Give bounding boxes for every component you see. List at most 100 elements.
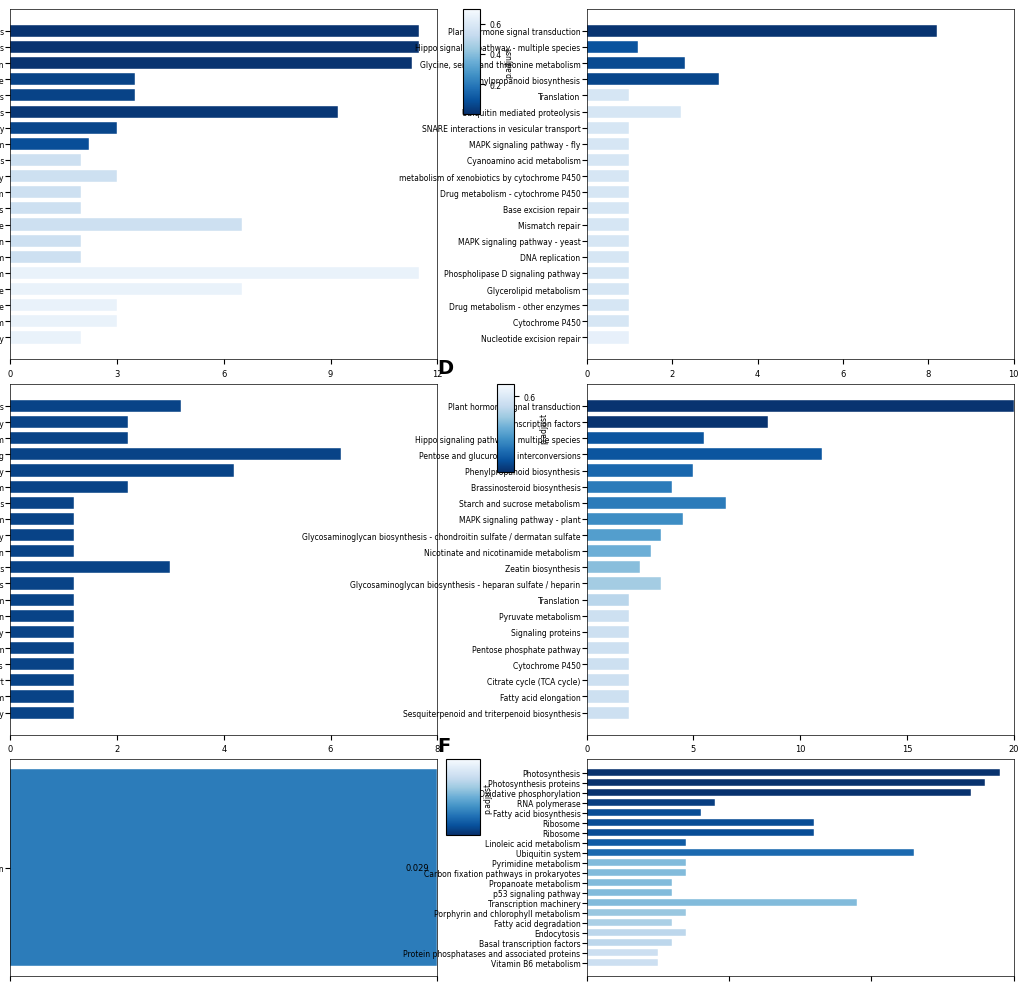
Bar [10, 610, 75, 622]
Bar [10, 91, 135, 103]
Bar [10, 659, 75, 670]
Bar [10, 626, 75, 638]
Bar [10, 316, 117, 328]
X-axis label: 1-MCP 2h vs control (down): 1-MCP 2h vs control (down) [714, 385, 887, 394]
Bar [587, 642, 630, 655]
Bar [10, 284, 242, 296]
Bar [587, 799, 715, 807]
Bar [587, 545, 651, 558]
Bar [10, 465, 234, 477]
Bar [587, 481, 672, 493]
Bar [10, 300, 117, 312]
Bar [10, 139, 88, 151]
Y-axis label: p.adjust: p.adjust [539, 413, 548, 444]
Bar [587, 829, 814, 836]
Bar [10, 481, 128, 493]
Bar [587, 626, 630, 638]
Bar [10, 267, 420, 280]
Bar [587, 919, 672, 927]
Bar [587, 514, 683, 526]
Bar [10, 332, 82, 344]
Bar [10, 171, 117, 183]
Bar [587, 889, 672, 896]
Bar [10, 219, 242, 232]
Bar [10, 106, 338, 118]
Bar [587, 433, 705, 445]
Bar [10, 400, 181, 412]
Bar [587, 171, 630, 183]
Bar [587, 949, 657, 956]
Bar [587, 203, 630, 215]
Bar [10, 707, 75, 719]
Bar [587, 400, 1014, 412]
Bar [587, 562, 640, 574]
Bar [10, 578, 75, 590]
Bar [10, 433, 128, 445]
Bar [587, 929, 686, 937]
Bar [587, 529, 662, 541]
Bar [10, 187, 82, 199]
Bar [10, 74, 135, 86]
Bar [587, 26, 937, 37]
Bar [10, 642, 75, 655]
Bar [587, 267, 630, 280]
Text: 0.029: 0.029 [406, 863, 429, 873]
Bar [587, 251, 630, 263]
Bar [587, 74, 719, 86]
Bar [587, 332, 630, 344]
Bar [587, 300, 630, 312]
Bar [10, 594, 75, 606]
Y-axis label: p.adjust: p.adjust [482, 782, 492, 812]
Bar [587, 869, 686, 877]
Bar [587, 139, 630, 151]
Bar [587, 58, 685, 70]
X-axis label: 1-MCP 16h vs control (down): 1-MCP 16h vs control (down) [710, 759, 891, 769]
Bar [587, 497, 726, 510]
Bar [10, 514, 75, 526]
Bar [587, 449, 821, 461]
Bar [587, 859, 686, 867]
Bar [10, 251, 82, 263]
Bar [587, 849, 914, 857]
X-axis label: 1-MCP 16h vs control (up): 1-MCP 16h vs control (up) [142, 759, 305, 769]
Bar [587, 187, 630, 199]
Bar [10, 529, 75, 541]
Bar [587, 91, 630, 103]
Bar [10, 41, 420, 54]
Bar [10, 58, 413, 70]
Bar [587, 958, 657, 966]
Bar [10, 545, 75, 558]
Bar [587, 707, 630, 719]
Bar [587, 284, 630, 296]
Bar [10, 155, 82, 167]
Bar [587, 779, 985, 787]
Bar [587, 417, 768, 429]
Y-axis label: p.adjust: p.adjust [505, 47, 514, 78]
Bar [10, 122, 117, 135]
Bar [587, 789, 971, 797]
Bar [587, 674, 630, 686]
Bar [587, 594, 630, 606]
Bar [10, 497, 75, 510]
Bar [10, 203, 82, 215]
Bar [587, 769, 999, 777]
Bar [10, 674, 75, 686]
Text: D: D [437, 359, 454, 378]
Bar [10, 236, 82, 247]
Bar [587, 465, 693, 477]
Bar [587, 899, 857, 906]
Bar [587, 41, 638, 54]
Bar [587, 810, 700, 816]
Bar [10, 449, 341, 461]
Bar [587, 691, 630, 703]
Bar [10, 417, 128, 429]
Bar [10, 562, 170, 574]
X-axis label: 1-MCP 2h vs control (up): 1-MCP 2h vs control (up) [146, 385, 301, 394]
Bar [10, 691, 75, 703]
Bar [587, 819, 814, 826]
Text: F: F [437, 736, 451, 755]
Bar [587, 610, 630, 622]
Bar [587, 659, 630, 670]
Bar [587, 939, 672, 947]
Bar [587, 155, 630, 167]
